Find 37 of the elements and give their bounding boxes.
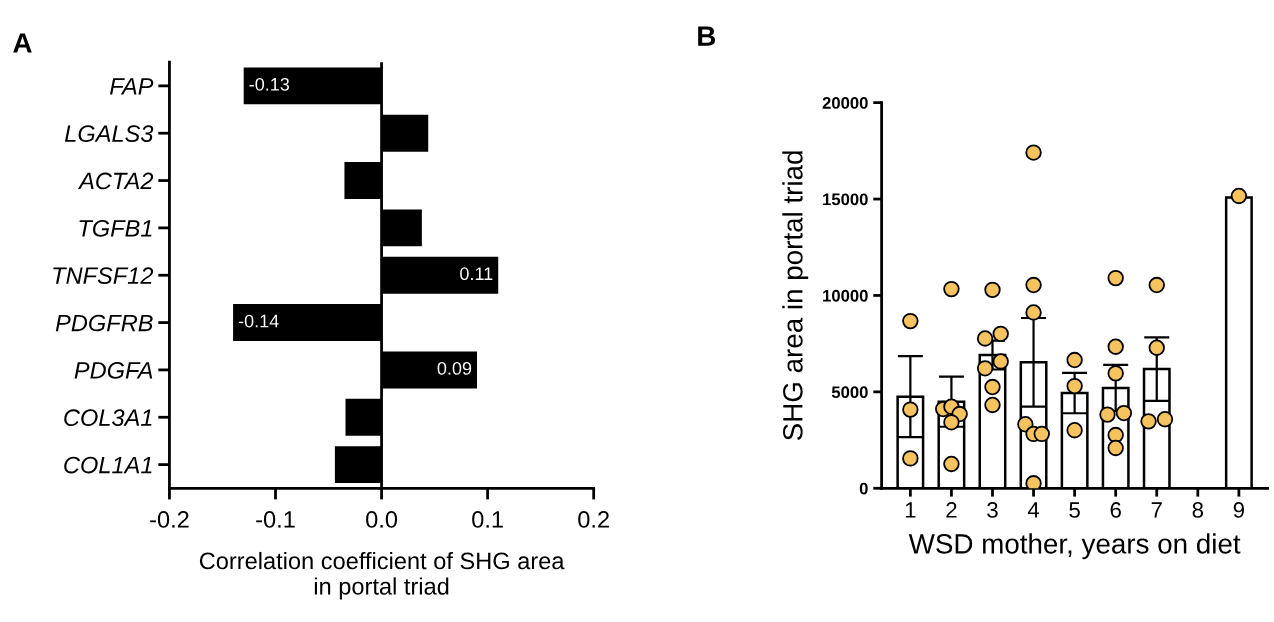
x-tick-label: 3: [987, 502, 998, 518]
y-tick-label: 0: [859, 482, 868, 495]
x-tick-label: 8: [1192, 502, 1204, 518]
y-tick-label: COL3A1: [64, 409, 152, 427]
data-label: -0.14: [238, 314, 279, 328]
y-tick-label: TNFSF12: [53, 267, 154, 285]
x-tick-label: 9: [1233, 502, 1245, 518]
chart-title: B: [698, 26, 716, 46]
x-axis-title: Correlation coefficient of SHG area in portal triad: [199, 551, 565, 600]
x-tick-label: -0.2: [150, 511, 189, 528]
y-tick-label: COL1A1: [64, 456, 152, 474]
y-tick-label: PDGFRB: [55, 314, 153, 332]
y-tick-label: TGFB1: [79, 219, 152, 237]
y-tick-label: 10000: [823, 289, 868, 302]
data-label: 0.09: [437, 361, 472, 375]
y-tick-label: 5000: [831, 386, 868, 399]
x-tick-label: 6: [1110, 502, 1121, 518]
x-tick-label: 0.0: [366, 511, 398, 528]
y-tick-label: 15000: [823, 193, 868, 206]
x-tick-label: 2: [946, 502, 957, 518]
y-tick-label: 20000: [822, 97, 868, 109]
y-axis-title: SHG area in portal triad: [782, 151, 809, 441]
y-tick-label: FAP: [110, 78, 154, 95]
data-label: -0.13: [249, 77, 290, 91]
y-tick-label: LGALS3: [64, 125, 154, 142]
x-tick-label: 7: [1151, 502, 1162, 518]
x-tick-label: 4: [1027, 502, 1040, 518]
x-tick-label: 0.2: [578, 511, 609, 528]
y-tick-label: PDGFA: [74, 361, 153, 379]
x-axis-title: WSD mother, years on diet: [908, 533, 1241, 560]
x-tick-label: -0.1: [256, 511, 295, 528]
x-tick-label: 5: [1069, 502, 1080, 518]
x-tick-label: 0.1: [472, 511, 503, 528]
x-tick-label: 1: [905, 502, 916, 518]
chart-title: A: [13, 33, 32, 53]
y-tick-label: ACTA2: [77, 172, 154, 190]
data-label: 0.11: [460, 267, 493, 281]
